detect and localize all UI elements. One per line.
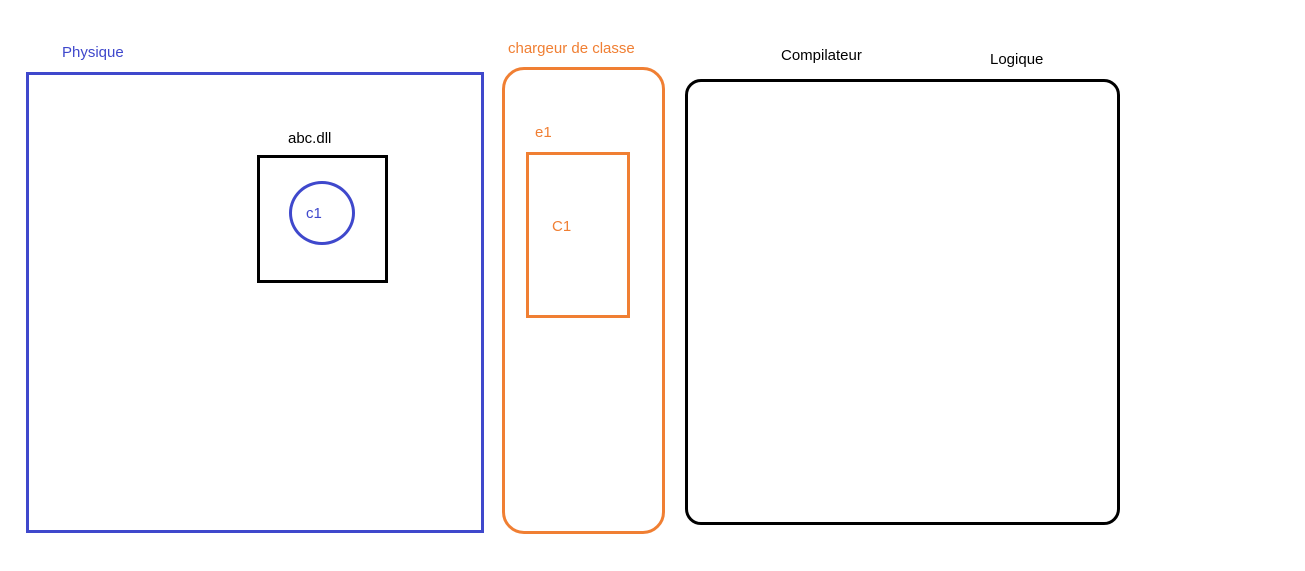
physique-box [26, 72, 484, 533]
c1-circle [289, 181, 355, 245]
chargeur-de-classe-label: chargeur de classe [508, 40, 635, 57]
chargeur-de-classe-box [502, 67, 665, 534]
logique-label: Logique [990, 51, 1044, 68]
abc-dll-label: abc.dll [288, 130, 332, 147]
compilateur-label: Compilateur [781, 47, 862, 64]
e1-box [526, 152, 630, 318]
abc-dll-box [257, 155, 388, 283]
logique-box [685, 79, 1120, 525]
physique-label: Physique [62, 44, 124, 61]
c1-label: c1 [306, 205, 322, 222]
e1-label: e1 [535, 124, 552, 141]
e1-c1-label: C1 [552, 218, 572, 235]
